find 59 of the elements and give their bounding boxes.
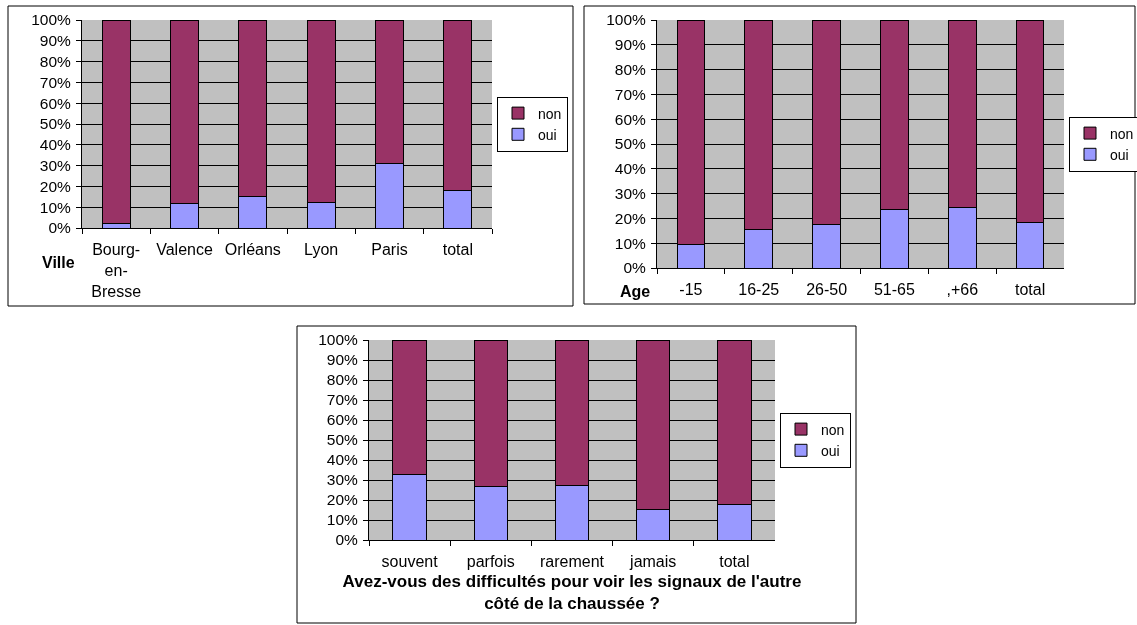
- y-tick-label: 100%: [318, 331, 359, 349]
- y-tick-label: 70%: [326, 391, 359, 409]
- x-tick-label: total: [1014, 281, 1046, 299]
- x-axis-title: Ville: [42, 254, 75, 271]
- legend-label: oui: [538, 126, 557, 143]
- x-tick-label: Lyon: [304, 241, 339, 259]
- y-tick-label: 100%: [31, 11, 72, 29]
- y-tick-label: 90%: [326, 351, 359, 369]
- legend-label: non: [1110, 125, 1134, 142]
- x-tick-label: souvent: [381, 553, 439, 571]
- y-tick-label: 0%: [623, 259, 647, 277]
- y-tick-label: 10%: [326, 511, 359, 529]
- y-tick-label: 10%: [614, 234, 647, 252]
- y-tick-label: 40%: [614, 160, 647, 178]
- y-tick-label: 60%: [326, 411, 359, 429]
- x-tick-label: ,+66: [946, 281, 979, 299]
- y-tick-label: 10%: [39, 198, 72, 216]
- y-tick-label: 0%: [335, 531, 359, 549]
- y-tick-label: 0%: [48, 219, 72, 237]
- x-tick-label: Bourg-en-Bresse: [91, 241, 142, 300]
- x-tick-label: jamais: [629, 553, 677, 571]
- x-tick-label: total: [719, 553, 750, 571]
- y-tick-label: 30%: [326, 471, 359, 489]
- legend-label: oui: [821, 442, 840, 459]
- y-tick-label: 50%: [39, 115, 72, 133]
- x-tick-label: Valence: [156, 241, 213, 259]
- y-tick-label: 100%: [606, 11, 647, 29]
- y-tick-label: 90%: [39, 32, 72, 50]
- y-tick-label: 70%: [39, 73, 72, 91]
- x-tick-label: -15: [679, 281, 703, 299]
- y-tick-label: 20%: [39, 177, 72, 195]
- x-axis-title: Age: [620, 283, 651, 300]
- y-tick-label: 20%: [326, 491, 359, 509]
- y-tick-label: 70%: [614, 85, 647, 103]
- y-tick-label: 90%: [614, 36, 647, 54]
- y-tick-label: 50%: [614, 135, 647, 153]
- x-tick-label: 26-50: [806, 281, 848, 299]
- x-axis-title: Avez-vous des difficultés pour voir les signaux de l'autre côté de la chaussée ?: [342, 571, 802, 613]
- y-tick-label: 80%: [614, 61, 647, 79]
- legend-label: oui: [1110, 146, 1129, 163]
- y-tick-label: 40%: [39, 136, 72, 154]
- y-tick-label: 60%: [39, 94, 72, 112]
- x-tick-label: 16-25: [738, 281, 780, 299]
- y-tick-label: 80%: [326, 371, 359, 389]
- x-tick-label: parfois: [466, 553, 515, 571]
- y-tick-label: 20%: [614, 209, 647, 227]
- x-tick-label: Orléans: [224, 241, 281, 259]
- x-tick-label: rarement: [539, 553, 605, 571]
- x-tick-label: total: [442, 241, 473, 259]
- y-tick-label: 40%: [326, 451, 359, 469]
- x-tick-label: Paris: [371, 241, 408, 259]
- x-tick-label: 51-65: [873, 281, 915, 299]
- legend-label: non: [821, 421, 845, 438]
- y-tick-label: 30%: [39, 157, 72, 175]
- y-tick-label: 60%: [614, 110, 647, 128]
- y-tick-label: 50%: [326, 431, 359, 449]
- y-tick-label: 80%: [39, 53, 72, 71]
- legend-label: non: [538, 105, 562, 122]
- y-tick-label: 30%: [614, 185, 647, 203]
